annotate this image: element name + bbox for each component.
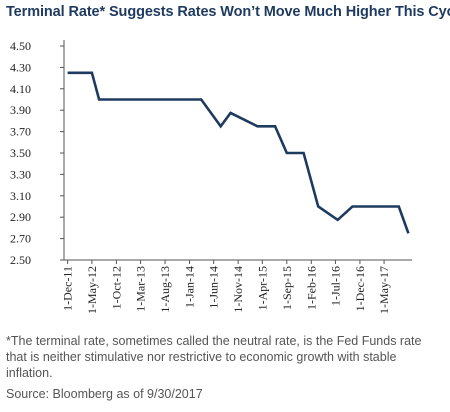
x-tick-label: 1-May-12 (85, 266, 99, 314)
y-tick-label: 2.50 (10, 253, 31, 267)
source-note: Source: Bloomberg as of 9/30/2017 (6, 387, 203, 401)
x-tick-label: 1-May-17 (377, 266, 391, 314)
y-tick-label: 3.10 (10, 189, 31, 203)
x-tick-label: 1-Nov-14 (231, 266, 245, 313)
x-tick-label: 1-Aug-13 (158, 266, 172, 313)
terminal-rate-line (67, 71, 410, 234)
x-tick-label: 1-Dec-11 (61, 266, 75, 311)
footnote: *The terminal rate, sometimes called the… (6, 334, 422, 380)
y-tick-label: 2.70 (10, 232, 31, 246)
chart-title: Terminal Rate* Suggests Rates Won’t Move… (6, 4, 450, 20)
x-tick-label: 1-Sep-15 (280, 266, 294, 310)
y-tick-label: 4.10 (10, 82, 31, 96)
x-tick-label: 1-Feb-16 (304, 266, 318, 310)
y-tick-label: 3.30 (10, 167, 31, 181)
x-tick-label: 1-Dec-16 (353, 266, 367, 311)
y-tick-label: 3.50 (10, 146, 31, 160)
y-tick-label: 3.70 (10, 125, 31, 139)
y-tick-label: 2.90 (10, 210, 31, 224)
y-tick-label: 4.30 (10, 60, 31, 74)
y-tick-label: 3.90 (10, 103, 31, 117)
line-chart: 4.50 4.30 4.10 3.90 3.70 3.50 3.30 3.10 2.90 2.70… (10, 39, 412, 314)
x-tick-label: 1-Jul-16 (328, 266, 342, 306)
x-tick-label: 1-Mar-13 (134, 266, 148, 312)
x-axis-ticks: 1-Dec-11 1-May-12 1-Oct-12 1-Mar-13 1-Aug-13… (61, 260, 391, 314)
x-tick-label: 1-Oct-12 (109, 266, 123, 309)
x-tick-label: 1-Jan-14 (183, 266, 197, 308)
y-axis-ticks: 4.50 4.30 4.10 3.90 3.70 3.50 3.30 3.10 2.90 2.70… (10, 39, 64, 267)
x-tick-label: 1-Apr-15 (255, 266, 269, 310)
x-tick-label: 1-Jun-14 (207, 266, 221, 309)
y-tick-label: 4.50 (10, 39, 31, 53)
